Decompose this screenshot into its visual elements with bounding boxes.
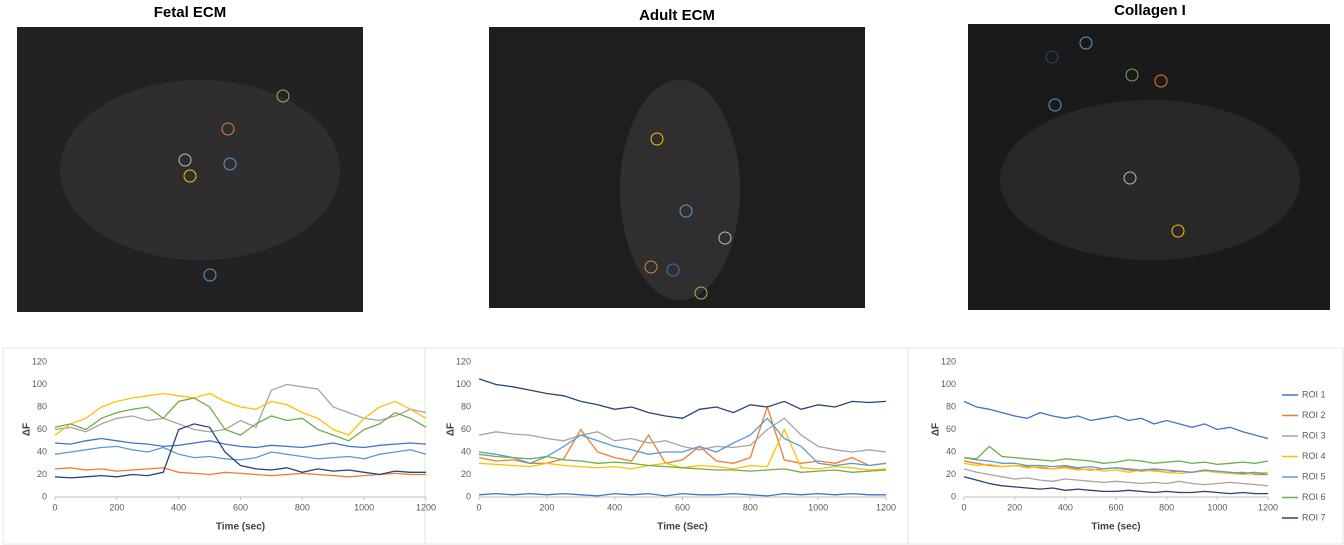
series-line: [479, 494, 886, 496]
x-tick-label: 0: [52, 502, 57, 512]
y-tick-label: 100: [32, 379, 47, 389]
series-line: [479, 418, 886, 452]
y-tick-label: 40: [946, 446, 956, 456]
chart-frame: [908, 348, 1343, 544]
series-line: [964, 477, 1268, 494]
image-title: Collagen I: [1114, 2, 1186, 19]
chart-frame: [425, 348, 908, 544]
micrograph: [489, 27, 865, 308]
page: Fetal ECM Adult ECM Collagen I 0 20 40 60 80…: [0, 0, 1344, 545]
series-line: [55, 468, 426, 477]
series-line: [964, 446, 1268, 464]
x-tick-label: 400: [171, 502, 186, 512]
x-tick-label: 0: [476, 502, 481, 512]
figure: Fetal ECM Adult ECM Collagen I 0 20 40 60 80…: [0, 0, 1344, 545]
y-tick-label: 0: [466, 491, 471, 501]
micrograph: [17, 27, 363, 312]
legend-label: ROI 5: [1302, 471, 1326, 481]
legend-label: ROI 6: [1302, 492, 1326, 502]
image-title: Adult ECM: [639, 7, 715, 24]
x-tick-label: 1200: [416, 502, 436, 512]
x-tick-label: 400: [607, 502, 622, 512]
y-tick-label: 80: [946, 401, 956, 411]
y-tick-label: 20: [37, 469, 47, 479]
y-tick-label: 20: [461, 469, 471, 479]
series-line: [964, 401, 1268, 438]
y-tick-label: 0: [42, 491, 47, 501]
y-axis-label: ΔF: [931, 423, 942, 436]
y-tick-label: 120: [32, 356, 47, 366]
x-tick-label: 1200: [876, 502, 896, 512]
legend-label: ROI 2: [1302, 410, 1326, 420]
series-line: [964, 463, 1268, 474]
texture: [620, 80, 740, 300]
series-line: [55, 446, 426, 460]
x-tick-label: 200: [109, 502, 124, 512]
y-tick-label: 80: [461, 401, 471, 411]
series-line: [479, 418, 886, 465]
y-tick-label: 60: [37, 424, 47, 434]
y-tick-label: 100: [941, 379, 956, 389]
x-tick-label: 200: [1007, 502, 1022, 512]
texture: [60, 80, 340, 260]
x-tick-label: 600: [1108, 502, 1123, 512]
x-axis-label: Time (sec): [216, 522, 265, 533]
x-tick-label: 800: [743, 502, 758, 512]
y-tick-label: 60: [461, 424, 471, 434]
legend-label: ROI 4: [1302, 451, 1326, 461]
series-line: [55, 439, 426, 448]
x-tick-label: 600: [233, 502, 248, 512]
y-tick-label: 40: [461, 446, 471, 456]
x-axis-label: Time (Sec): [657, 522, 707, 533]
series-line: [479, 379, 886, 418]
x-tick-label: 1000: [1207, 502, 1227, 512]
y-axis-label: ΔF: [446, 423, 457, 436]
legend-label: ROI 3: [1302, 430, 1326, 440]
chart-frame: [3, 348, 425, 544]
x-tick-label: 200: [539, 502, 554, 512]
image-title: Fetal ECM: [154, 4, 227, 21]
x-tick-label: 800: [295, 502, 310, 512]
x-tick-label: 400: [1058, 502, 1073, 512]
x-tick-label: 1000: [354, 502, 374, 512]
y-tick-label: 80: [37, 401, 47, 411]
x-tick-label: 600: [675, 502, 690, 512]
y-tick-label: 100: [456, 379, 471, 389]
x-tick-label: 800: [1159, 502, 1174, 512]
y-tick-label: 0: [951, 491, 956, 501]
x-tick-label: 0: [961, 502, 966, 512]
y-axis-label: ΔF: [22, 423, 33, 436]
texture: [1000, 100, 1300, 260]
legend-label: ROI 1: [1302, 389, 1326, 399]
y-tick-label: 60: [946, 424, 956, 434]
x-tick-label: 1200: [1258, 502, 1278, 512]
series-line: [479, 407, 886, 466]
y-tick-label: 120: [456, 356, 471, 366]
series-line: [55, 385, 426, 432]
legend-label: ROI 7: [1302, 512, 1326, 522]
y-tick-label: 20: [946, 469, 956, 479]
micrograph: [968, 24, 1330, 310]
y-tick-label: 40: [37, 446, 47, 456]
x-axis-label: Time (sec): [1091, 522, 1140, 533]
x-tick-label: 1000: [808, 502, 828, 512]
y-tick-label: 120: [941, 356, 956, 366]
